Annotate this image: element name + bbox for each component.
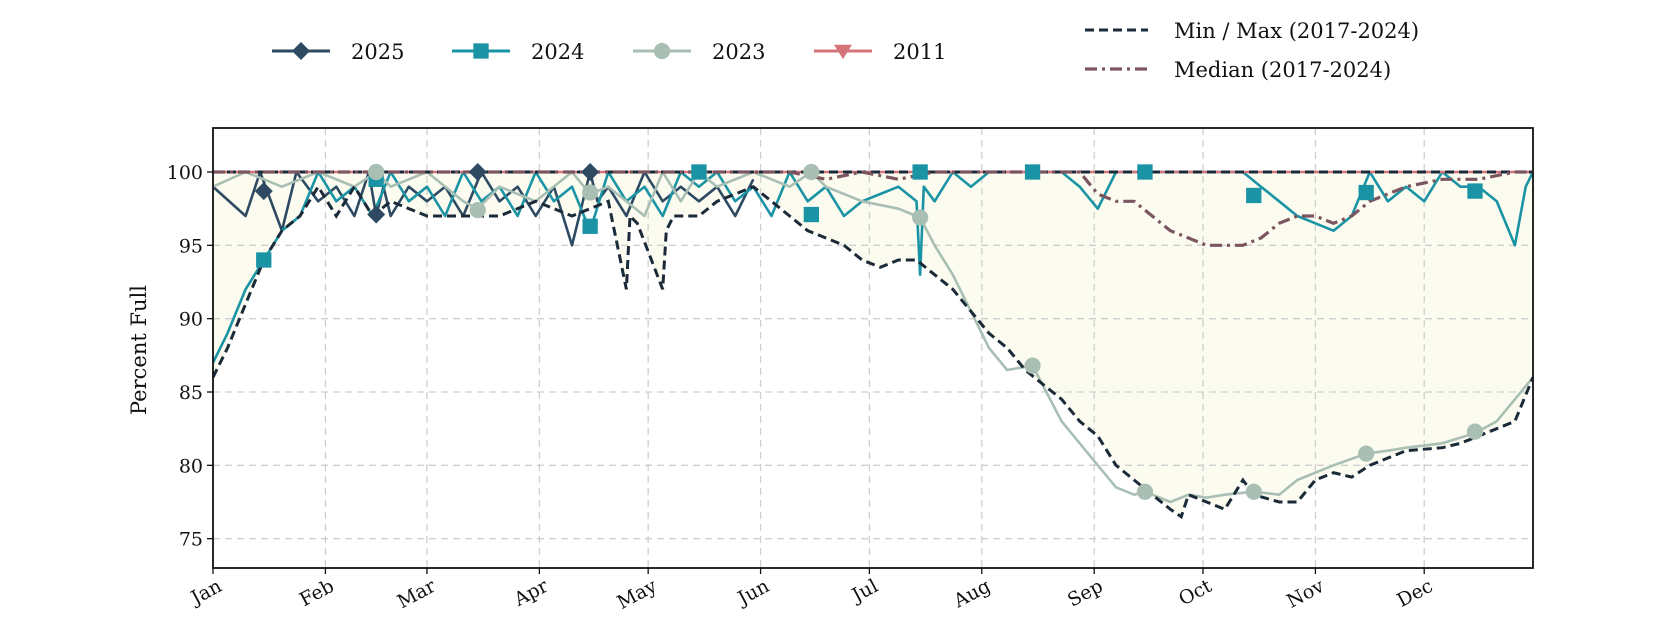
legend-label: Median (2017-2024) (1174, 58, 1391, 82)
x-tick-label: Sep (1064, 575, 1107, 612)
series-2024-marker (1467, 183, 1483, 199)
series-2023-marker (1245, 483, 1262, 500)
y-tick-label: 90 (179, 309, 203, 331)
series-2024-marker (1137, 164, 1153, 180)
x-tick-label: May (614, 575, 661, 614)
legend-marker (834, 44, 852, 60)
series-2024-marker (691, 164, 707, 180)
series-2024-marker (803, 206, 820, 223)
legend-label: 2024 (531, 40, 584, 64)
legend-marker (653, 42, 671, 60)
legend-marker (292, 42, 310, 60)
y-axis-title: Percent Full (127, 285, 151, 415)
series-2024-marker (1246, 187, 1262, 204)
x-tick-label: Jan (186, 575, 226, 610)
series-2023-marker (803, 163, 820, 181)
series-2023-marker (368, 163, 385, 181)
x-tick-label: Aug (949, 575, 994, 613)
series-2024-marker (582, 218, 598, 234)
x-tick-label: Apr (510, 575, 553, 612)
series-2023-marker (582, 184, 599, 201)
series-2024-marker (912, 164, 928, 180)
series-2025-marker (581, 163, 600, 181)
plot-area: 75 80 85 90 95 100 Jan Feb Mar Apr May Jun Jul Aug Sep… (167, 127, 1534, 614)
legend-label: Min / Max (2017-2024) (1174, 19, 1419, 43)
x-tick-label: Dec (1393, 575, 1436, 612)
legend: 2025 2024 2023 2011 Min / Max (2017-2024) Med… (272, 19, 1419, 82)
y-tick-label: 80 (179, 455, 203, 477)
series-2023-marker (1358, 445, 1375, 462)
x-tick-label: Jun (732, 575, 772, 610)
x-tick-label: Oct (1175, 575, 1216, 610)
legend-label: 2023 (712, 40, 765, 64)
series-2025-marker (367, 205, 386, 224)
series-2023-marker (912, 209, 929, 226)
series-2023-marker (1466, 423, 1484, 440)
y-tick-label: 95 (179, 235, 203, 257)
legend-label: 2025 (351, 40, 404, 64)
series-min-max-2017-2024-min-line (213, 183, 1533, 520)
legend-label: 2011 (893, 40, 946, 64)
series-2025-marker (254, 182, 273, 201)
x-tick-label: Mar (394, 575, 440, 614)
series-2024-marker (1358, 184, 1374, 201)
x-tick-label: Nov (1283, 575, 1328, 613)
series-median-2017-2024-line (213, 170, 1533, 247)
plot-frame (212, 127, 1534, 569)
series-2024-marker (256, 252, 272, 268)
y-tick-label: 85 (179, 382, 203, 404)
series-2025-marker (468, 163, 487, 181)
x-tick-label: Jul (847, 575, 882, 608)
series-2023-marker (1136, 483, 1154, 500)
series-2023-marker (469, 202, 486, 219)
x-tick-label: Feb (296, 575, 338, 611)
legend-marker (473, 43, 489, 59)
series-2024-line (213, 170, 1533, 364)
y-tick-label: 75 (179, 529, 203, 551)
y-tick-label: 100 (167, 162, 203, 184)
series-2023-marker (1024, 357, 1041, 374)
series-2024-marker (1024, 164, 1041, 180)
